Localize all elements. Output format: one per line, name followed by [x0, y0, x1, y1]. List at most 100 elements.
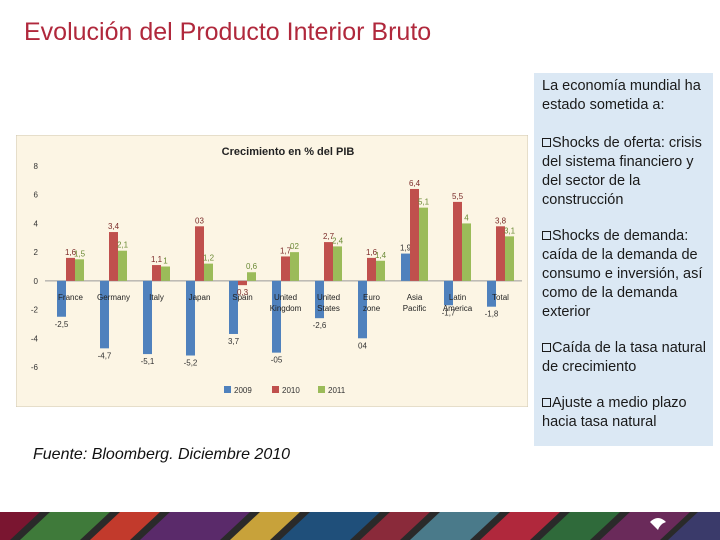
bar-2009-2	[143, 280, 152, 355]
data-label: -4,7	[98, 351, 112, 360]
bar-2010-5	[281, 256, 290, 281]
category-label: United	[274, 293, 297, 302]
bullet-text: Ajuste a medio plazo hacia tasa natural	[542, 395, 687, 430]
chart-background	[15, 134, 529, 408]
data-label: 1,5	[74, 249, 86, 258]
bullet-text: Shocks de oferta: crisis del sistema fin…	[542, 135, 702, 208]
category-label: Euro	[363, 293, 380, 302]
data-label: 1,9	[400, 244, 412, 253]
decorative-footer-band	[0, 512, 720, 540]
category-label: zone	[363, 304, 381, 313]
checkbox-square-icon	[542, 231, 551, 240]
data-label: -5,1	[141, 357, 155, 366]
bar-2009-8	[401, 253, 410, 281]
data-label: 1	[163, 257, 168, 266]
chart-title: Crecimiento en % del PIB	[222, 146, 355, 158]
side-panel: La economía mundial ha estado sometida a…	[534, 73, 713, 446]
bar-2010-0	[66, 257, 75, 281]
data-label: 04	[358, 341, 367, 350]
bar-2010-6	[324, 242, 333, 281]
bar-2011-3	[204, 263, 213, 281]
data-label: 2,1	[117, 241, 129, 250]
data-label: 4	[464, 213, 469, 222]
gdp-growth-chart: Crecimiento en % del PIB 8 6 4 2 0 -2 -4 -6 -2,…	[15, 134, 529, 408]
bar-2011-10	[505, 236, 514, 281]
data-label: -05	[271, 356, 283, 365]
bar-2010-1	[109, 232, 118, 281]
side-intro: La economía mundial ha estado sometida a…	[542, 78, 701, 113]
legend-swatch-2010	[272, 386, 279, 393]
data-label: 0,3	[237, 288, 249, 297]
data-label: 02	[290, 242, 299, 251]
footer-stripes	[0, 512, 720, 540]
bar-2011-0	[75, 259, 84, 281]
bar-2009-7	[358, 280, 367, 339]
bar-2009-10	[487, 280, 496, 307]
data-label: 1,6	[366, 248, 378, 257]
bar-2010-7	[367, 257, 376, 281]
data-label: -5,2	[184, 359, 198, 368]
bar-2010-3	[195, 226, 204, 281]
data-label: 2,7	[323, 232, 335, 241]
category-label: Latin	[449, 293, 466, 302]
category-label: Asia	[407, 293, 423, 302]
data-label: 1,2	[203, 254, 215, 263]
bar-2011-7	[376, 260, 385, 281]
source-note: Fuente: Bloomberg. Diciembre 2010	[33, 446, 291, 463]
bar-2010-2	[152, 265, 161, 281]
bar-2011-9	[462, 223, 471, 281]
data-label: 1,1	[151, 255, 163, 264]
category-label: United	[317, 293, 340, 302]
legend-swatch-2009	[224, 386, 231, 393]
legend-swatch-2011	[318, 386, 325, 393]
bar-2009-1	[100, 280, 109, 349]
data-label: -1,8	[485, 310, 499, 319]
bar-2009-5	[272, 280, 281, 353]
data-label: 1,7	[280, 246, 292, 255]
bullet-supply-shocks: Shocks de oferta: crisis del sistema fin…	[542, 134, 709, 210]
data-label: 3,8	[495, 216, 507, 225]
bar-2011-2	[161, 266, 170, 281]
y-tick-label: 0	[34, 277, 39, 286]
bar-2011-8	[419, 207, 428, 281]
data-label: 1,4	[375, 251, 387, 260]
slide-title: Evolución del Producto Interior Bruto	[24, 18, 432, 46]
data-label: -1,7	[442, 308, 456, 317]
bar-2009-0	[57, 280, 66, 317]
bullet-natural-rate-fall: Caída de la tasa natural de crecimiento	[542, 339, 709, 377]
category-label: Germany	[97, 293, 130, 302]
bar-2009-9	[444, 280, 453, 306]
bullet-demand-shocks: Shocks de demanda: caída de la demanda d…	[542, 227, 709, 322]
bar-2010-4	[238, 280, 247, 286]
category-label: Spain	[232, 293, 252, 302]
legend-label: 2009	[234, 386, 252, 395]
bar-2011-4	[247, 272, 256, 281]
category-label: Kingdom	[270, 304, 302, 313]
category-label: Total	[492, 293, 509, 302]
chart-canvas: Crecimiento en % del PIB 8 6 4 2 0 -2 -4 -6 -2,…	[15, 134, 529, 408]
bar-2009-3	[186, 280, 195, 356]
y-tick-label: -4	[31, 334, 39, 343]
data-label: 03	[195, 216, 204, 225]
data-label: 5,1	[418, 198, 430, 207]
data-label: 3,1	[504, 226, 516, 235]
bar-2011-1	[118, 250, 127, 281]
data-label: -2,6	[313, 321, 327, 330]
data-label: 3,4	[108, 222, 120, 231]
category-label: Italy	[149, 293, 164, 302]
bar-2009-6	[315, 280, 324, 319]
category-label: States	[317, 304, 340, 313]
logo-icon	[650, 518, 666, 530]
checkbox-square-icon	[542, 398, 551, 407]
y-tick-label: -6	[31, 363, 39, 372]
legend-label: 2010	[282, 386, 300, 395]
bar-2010-8	[410, 188, 419, 281]
data-label: -2,5	[55, 320, 69, 329]
checkbox-square-icon	[542, 138, 551, 147]
y-tick-label: 4	[34, 219, 39, 228]
category-label: Japan	[189, 293, 211, 302]
y-tick-label: 8	[34, 162, 39, 171]
data-label: 6,4	[409, 179, 421, 188]
bar-2011-6	[333, 246, 342, 281]
bar-2009-4	[229, 280, 238, 334]
